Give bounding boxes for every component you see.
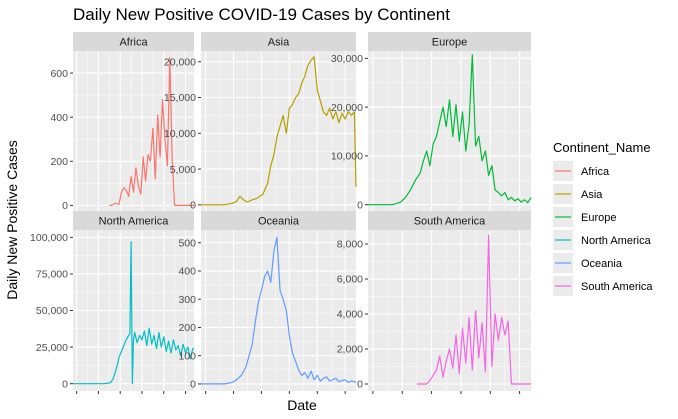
y-tick-label: 0 xyxy=(357,379,363,391)
legend-item-europe: Europe xyxy=(553,207,616,227)
panel-south-america: South America 0 2,000 4,000 6,000 8,000 xyxy=(337,211,531,394)
legend-item-africa: Africa xyxy=(553,161,610,181)
series-line-europe xyxy=(368,54,532,206)
strip-asia xyxy=(201,32,356,51)
y-tick-label: 200 xyxy=(50,156,68,168)
y-tick-label: 0 xyxy=(62,378,68,390)
legend-item-south-america: South America xyxy=(553,276,653,296)
strip-africa xyxy=(73,32,194,51)
y-tick-label: 0 xyxy=(190,200,196,212)
legend-item-oceania: Oceania xyxy=(553,253,623,273)
y-tick-label: 0 xyxy=(357,199,363,211)
chart-title: Daily New Positive COVID-19 Cases by Con… xyxy=(73,5,450,24)
series-line-asia xyxy=(201,56,357,206)
y-tick-label: 10,000 xyxy=(331,151,363,163)
y-tick-label: 25,000 xyxy=(36,342,68,354)
strip-oceania xyxy=(201,211,356,230)
series-line-south-america xyxy=(416,234,531,385)
series-line-africa xyxy=(109,57,194,206)
panel-oceania: Oceania 0 100 200 300 400 500 xyxy=(178,211,357,394)
legend-label-africa: Africa xyxy=(581,166,610,178)
legend-label-asia: Asia xyxy=(581,189,603,201)
y-tick-label: 10,000 xyxy=(164,128,196,140)
strip-label-asia: Asia xyxy=(268,37,290,49)
y-tick-label: 0 xyxy=(62,200,68,212)
y-tick-label: 0 xyxy=(190,379,196,391)
y-tick-label: 30,000 xyxy=(331,53,363,65)
y-tick-label: 200 xyxy=(178,322,196,334)
legend-label-europe: Europe xyxy=(581,212,616,224)
strip-label-africa: Africa xyxy=(119,37,148,49)
y-tick-label: 15,000 xyxy=(164,92,196,104)
legend-item-north-america: North America xyxy=(553,230,652,250)
plot-bg-south-america xyxy=(368,230,531,391)
y-tick-label: 8,000 xyxy=(337,239,363,251)
legend-title: Continent_Name xyxy=(553,140,651,155)
strip-north-america xyxy=(73,211,194,230)
strip-label-north-america: North America xyxy=(99,216,170,228)
y-tick-label: 20,000 xyxy=(331,102,363,114)
y-tick-label: 300 xyxy=(178,294,196,306)
legend-label-north-america: North America xyxy=(581,235,652,247)
panel-north-america: North America 0 25,000 50,000 75,000 100,000 xyxy=(30,211,195,394)
strip-europe xyxy=(368,32,531,51)
y-tick-label: 500 xyxy=(178,237,196,249)
y-tick-label: 6,000 xyxy=(337,274,363,286)
series-line-north-america xyxy=(73,241,195,385)
y-tick-label: 100 xyxy=(178,350,196,362)
y-tick-label: 400 xyxy=(50,112,68,124)
y-tick-label: 2,000 xyxy=(337,344,363,356)
panel-africa: Africa 0 200 400 600 xyxy=(50,32,194,215)
y-axis-title: Daily New Positive Cases xyxy=(4,140,20,300)
y-tick-label: 100,000 xyxy=(30,232,68,244)
strip-label-south-america: South America xyxy=(414,216,486,228)
panel-asia: Asia 0 5,000 10,000 15,000 20,000 xyxy=(164,32,357,215)
strip-label-oceania: Oceania xyxy=(258,216,300,228)
legend-label-oceania: Oceania xyxy=(581,258,623,270)
facet-panels: Africa 0 200 400 600 Asia 0 5,000 10,000 15,000 20… xyxy=(30,32,532,394)
y-tick-label: 20,000 xyxy=(164,56,196,68)
y-tick-label: 50,000 xyxy=(36,305,68,317)
y-tick-label: 600 xyxy=(50,68,68,80)
y-tick-label: 5,000 xyxy=(170,164,196,176)
panel-europe: Europe 0 10,000 20,000 30,000 xyxy=(331,32,532,215)
strip-south-america xyxy=(368,211,531,230)
legend-item-asia: Asia xyxy=(553,184,603,204)
legend: Continent_Name Africa Asia Europe North Ame… xyxy=(553,140,653,296)
y-tick-label: 4,000 xyxy=(337,309,363,321)
strip-label-europe: Europe xyxy=(432,37,467,49)
y-tick-label: 400 xyxy=(178,266,196,278)
y-tick-label: 75,000 xyxy=(36,269,68,281)
series-line-oceania xyxy=(201,236,357,385)
legend-label-south-america: South America xyxy=(581,281,653,293)
x-axis-title: Date xyxy=(287,397,317,413)
